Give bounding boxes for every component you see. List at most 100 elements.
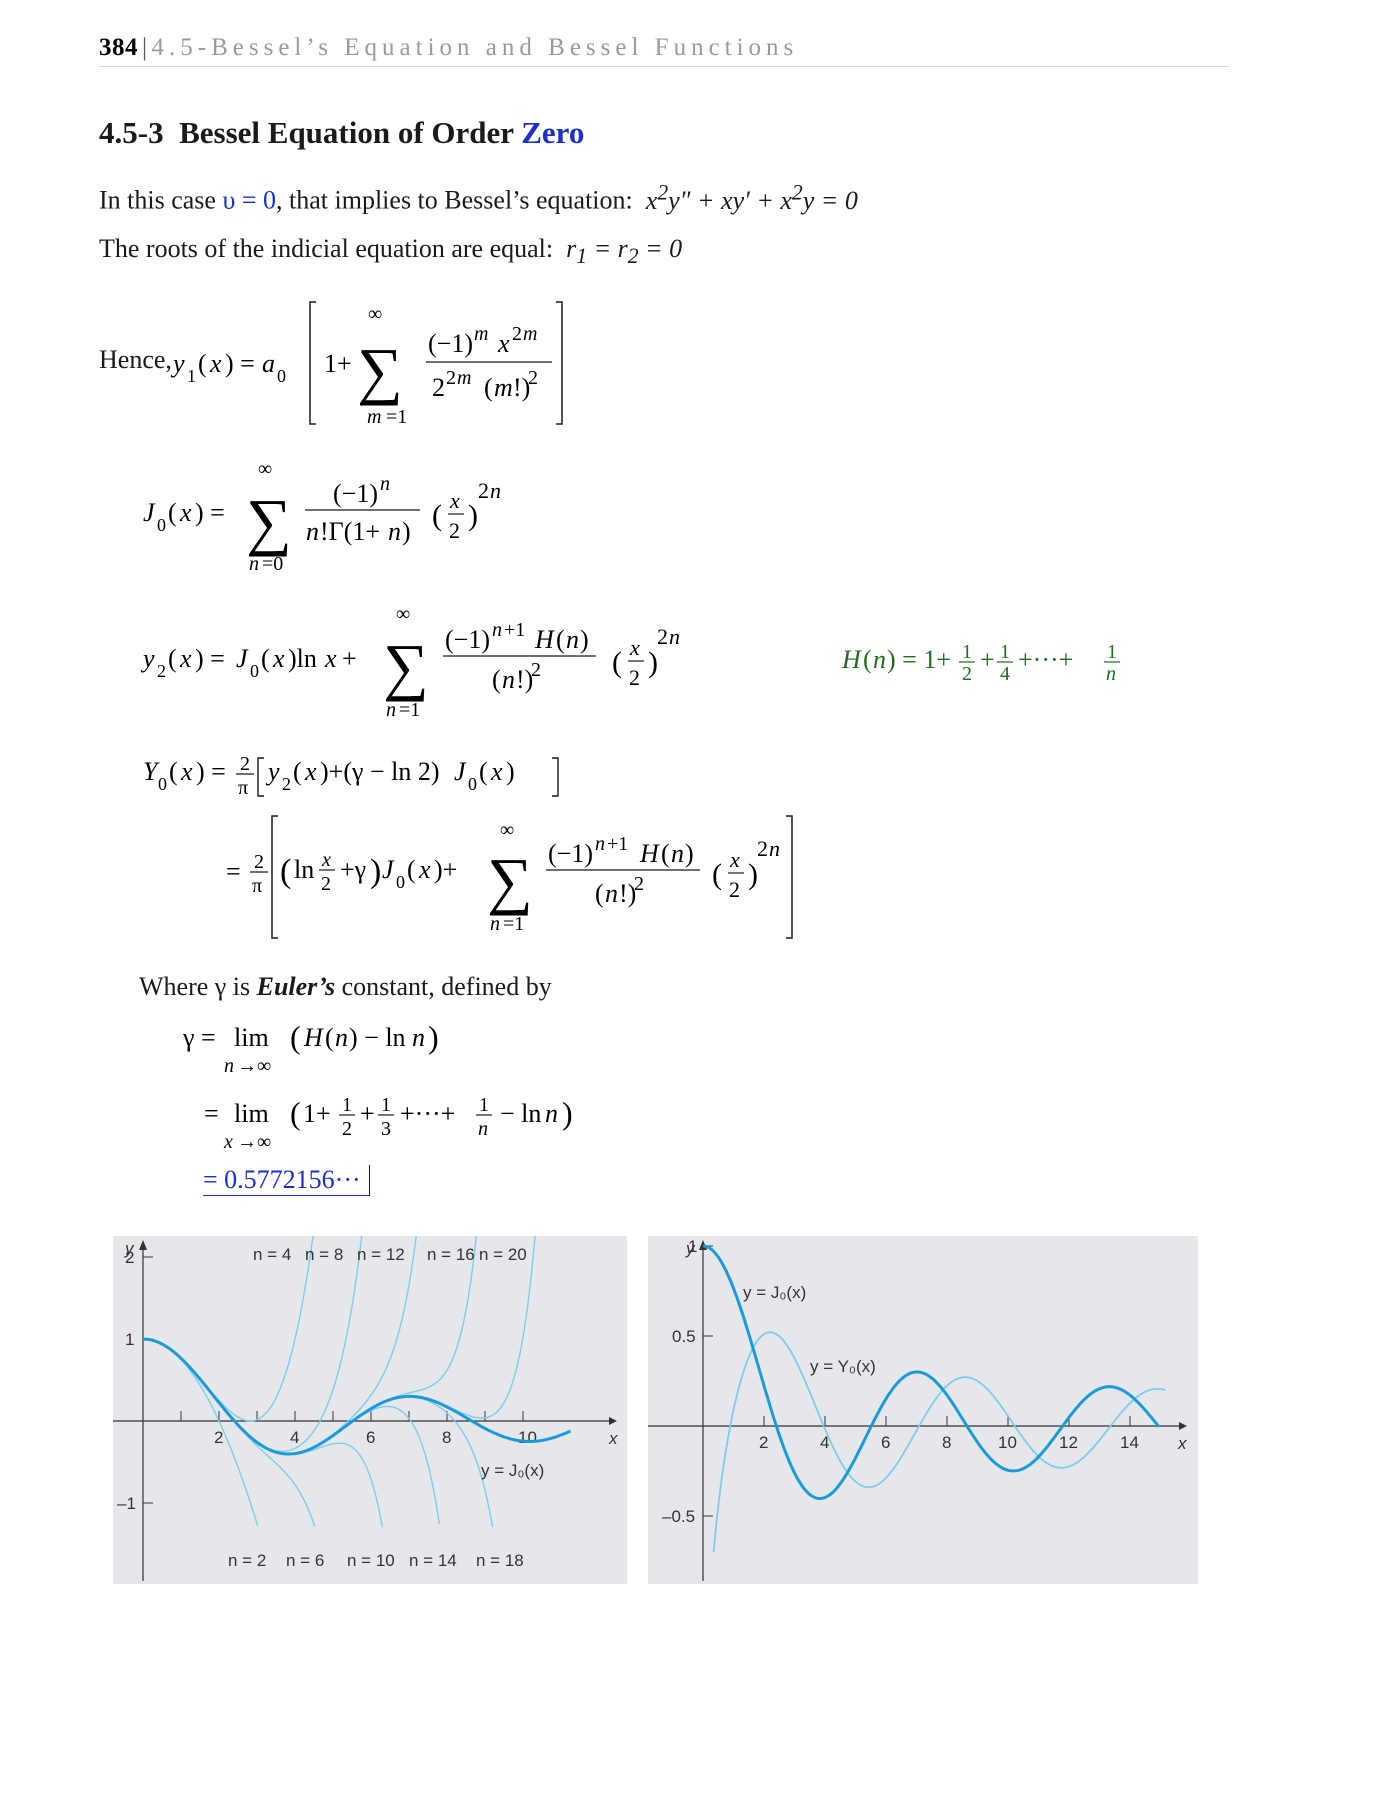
svg-text:)ln: )ln [288,644,317,673]
svg-text:x: x [729,847,740,872]
svg-text:2: 2 [634,873,644,895]
svg-text:(−1): (−1) [428,329,473,358]
svg-text:): ) [506,757,515,786]
x-axis-arrow [609,1417,617,1425]
svg-text:x: x [209,349,222,378]
j0-curve-label: y = J₀(x) [481,1461,544,1480]
svg-text:!): !) [513,373,530,402]
svg-text:π: π [238,777,248,799]
section-number: 4.5-3 [99,115,164,150]
svg-text:1: 1 [381,1094,391,1116]
svg-text:1: 1 [1000,641,1010,663]
svg-text:(: ( [595,879,604,908]
svg-text:a: a [262,349,275,378]
svg-text:(: ( [198,349,207,378]
svg-text:m: m [457,367,471,389]
svg-text:0: 0 [157,515,166,535]
y0-curve-label: y = Y₀(x) [810,1357,876,1376]
svg-text:+···+: +···+ [400,1099,455,1128]
page-header: 384 | 4.5-Bessel’s Equation and Bessel Fun… [99,34,798,62]
svg-text:+: + [980,645,995,674]
svg-text:!): !) [516,665,533,694]
y-tick-label: 2 [125,1248,134,1267]
svg-text:m: m [474,323,488,345]
svg-text:y: y [265,757,280,786]
svg-text:(: ( [168,498,177,527]
bessel-equation: x2y″ + xy′ + x2y = 0 [639,180,858,215]
svg-text:) =: ) = [225,349,255,378]
svg-text:n: n [478,1118,488,1140]
svg-text:J: J [382,855,395,884]
svg-text:→∞: →∞ [237,1055,271,1077]
svg-text:0: 0 [250,661,259,681]
svg-text:(: ( [293,757,302,786]
svg-text:x: x [223,1131,233,1153]
harmonic-number-definition: H(n) = 1+ 12 + 14 +···+ 1n [841,641,1120,685]
y-axis-label: y [124,1239,135,1258]
svg-text:2: 2 [282,774,291,794]
svg-text:n: n [502,665,515,694]
svg-text:4: 4 [1000,663,1010,685]
svg-text:=: = [226,857,241,886]
svg-text:=1: =1 [503,913,524,935]
svg-text:2: 2 [657,624,668,649]
section-title-highlight: Zero [521,115,585,150]
svg-text:+: + [342,644,357,673]
svg-text:2: 2 [478,478,489,503]
x-tick-label: 4 [820,1433,829,1452]
svg-text:+γ: +γ [340,855,366,884]
svg-text:x: x [629,635,640,660]
svg-text:m: m [523,323,537,345]
svg-text:): ) [580,625,589,654]
x-tick-label: 12 [1059,1433,1078,1452]
svg-text:m: m [367,406,381,428]
svg-text:(: ( [484,373,493,402]
label-top-n: n = 4 [253,1245,291,1264]
svg-text:∑: ∑ [383,631,429,702]
label-top-n: n = 20 [479,1245,527,1264]
svg-text:x: x [180,757,193,786]
svg-text:(: ( [169,757,178,786]
partial-sum-curve-n2 [143,1338,259,1527]
svg-text:!): !) [619,879,636,908]
svg-text:0: 0 [396,872,405,892]
partial-sum-curve-n18 [143,1338,494,1528]
svg-text:1: 1 [342,1094,352,1116]
svg-text:+···+: +···+ [1018,645,1073,674]
svg-text:2: 2 [629,665,640,690]
partial-sum-curve-n8 [143,1234,363,1452]
svg-text:) − ln: ) − ln [349,1023,406,1052]
y-tick-label: 1 [688,1237,697,1256]
svg-text:(: ( [479,757,488,786]
y-axis-label: y [685,1239,696,1258]
label-bottom-n: n = 6 [286,1551,324,1570]
svg-text:(−1): (−1) [333,479,378,508]
svg-text:∞: ∞ [368,303,382,325]
svg-text:∞: ∞ [500,819,514,841]
svg-text:2: 2 [432,373,445,402]
hence-label: Hence, [99,345,172,374]
svg-text:n: n [306,517,319,546]
svg-text:x: x [497,329,510,358]
svg-text:)+(γ − ln 2): )+(γ − ln 2) [320,757,440,786]
svg-text:): ) [428,1019,439,1055]
svg-text:(: ( [492,665,501,694]
svg-text:− ln: − ln [500,1099,541,1128]
svg-text:γ =: γ = [182,1023,216,1052]
svg-text:): ) [685,839,694,868]
svg-text:) = 1+: ) = 1+ [887,645,951,674]
svg-text:n: n [873,645,886,674]
svg-text:1+: 1+ [324,349,352,378]
svg-text:x: x [272,644,285,673]
svg-text:(: ( [863,645,872,674]
svg-text:(: ( [290,1095,301,1131]
svg-text:3: 3 [381,1118,391,1140]
svg-text:0: 0 [158,774,167,794]
order-nu: υ = 0 [222,185,277,215]
x-tick-label: 4 [290,1428,299,1447]
svg-text:n: n [249,553,259,575]
svg-text:n: n [492,619,502,641]
